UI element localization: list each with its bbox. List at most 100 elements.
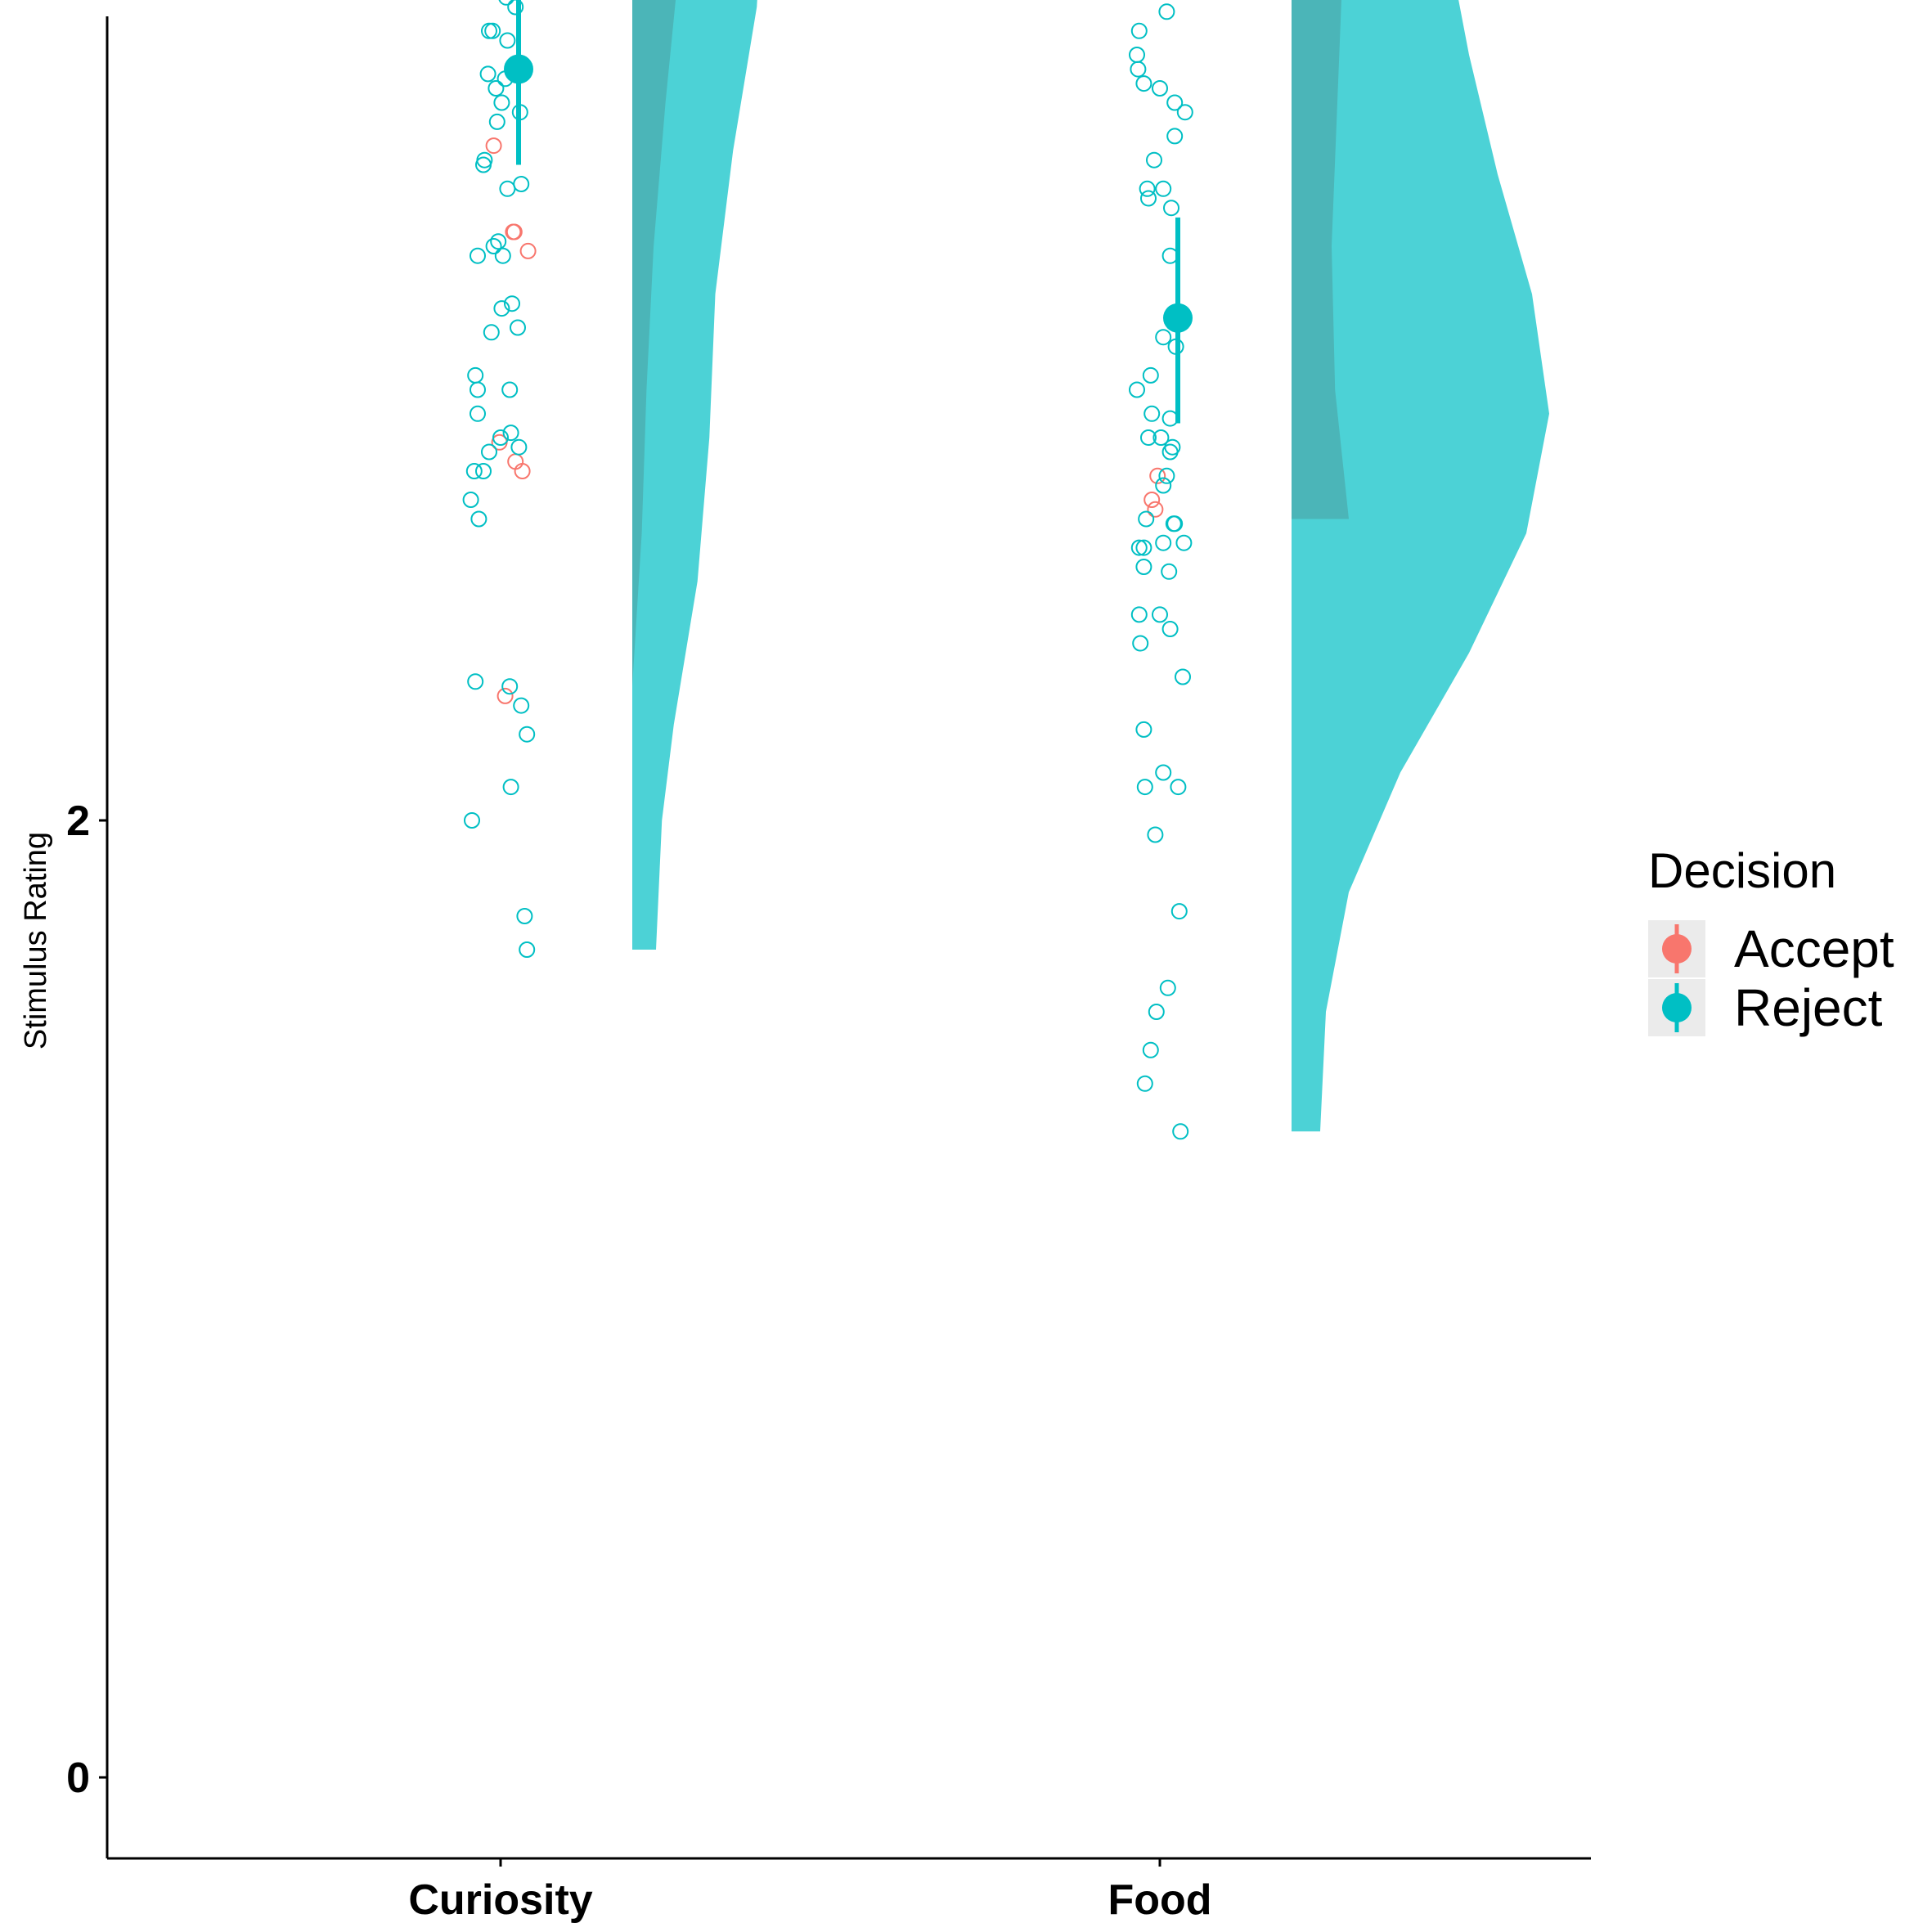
data-point (1142, 1041, 1159, 1058)
data-point (1142, 366, 1159, 384)
data-point (1135, 559, 1152, 575)
data-point (1130, 539, 1148, 556)
data-point (470, 247, 486, 264)
y-ticks: 0246 (66, 798, 107, 1802)
data-point (476, 151, 493, 168)
data-point (1166, 515, 1184, 532)
data-point (485, 137, 502, 155)
data-point (481, 443, 497, 461)
data-point (499, 180, 516, 197)
data-point (1135, 539, 1152, 556)
data-point (1136, 1075, 1153, 1092)
data-point (1155, 534, 1172, 551)
data-point (510, 319, 526, 336)
data-point (1147, 826, 1164, 843)
y-tick-label: 0 (66, 1755, 90, 1802)
x-tick-label: Food (1108, 1876, 1211, 1924)
data-point (1161, 621, 1179, 637)
data-point (490, 233, 507, 250)
data-point (465, 463, 483, 479)
legend-label-accept: Accept (1734, 919, 1894, 978)
legend-key-reject (1662, 993, 1692, 1022)
data-point (481, 22, 497, 39)
data-point (1135, 75, 1152, 92)
jitter-points-layer (462, 0, 1193, 1140)
densities-layer (632, 0, 1549, 1132)
axes-layer (106, 16, 1591, 1860)
data-point (1158, 3, 1175, 20)
data-point (1161, 563, 1178, 580)
data-point (1147, 501, 1164, 518)
mean-point-food-reject (1163, 303, 1193, 333)
data-point (1149, 467, 1166, 484)
data-point (1129, 47, 1145, 63)
data-point (504, 295, 520, 312)
data-point (1136, 779, 1153, 796)
data-point (510, 438, 528, 456)
data-point (501, 381, 519, 398)
data-point (501, 678, 519, 695)
data-point (513, 697, 530, 714)
data-point (1132, 635, 1149, 652)
legend-label-reject: Reject (1734, 978, 1883, 1037)
data-point (485, 238, 502, 254)
data-point (487, 80, 505, 97)
data-point (483, 324, 500, 341)
data-point (475, 463, 492, 479)
data-point (1155, 764, 1172, 781)
data-point (499, 32, 516, 49)
data-point (1143, 405, 1161, 422)
data-point (1148, 1004, 1165, 1020)
data-point (1140, 190, 1157, 207)
data-point (1163, 200, 1179, 217)
data-point (470, 510, 487, 528)
data-point (470, 405, 486, 422)
data-point (1129, 381, 1145, 398)
data-point (1161, 443, 1179, 461)
data-point (1161, 410, 1179, 427)
data-point (1143, 492, 1161, 508)
data-point (1130, 606, 1148, 623)
data-point (502, 779, 519, 796)
mean-point-curiosity-reject (504, 54, 533, 84)
data-point (494, 247, 511, 264)
x-ticks: Curiosity Food (408, 1858, 1212, 1924)
data-point (1166, 94, 1184, 111)
y-axis-title: Stimulus Rating (19, 832, 53, 1049)
data-point (1155, 180, 1172, 197)
data-point (1152, 606, 1168, 623)
data-point (493, 94, 510, 111)
y-tick-label: 2 (66, 798, 90, 845)
data-point (498, 0, 514, 6)
data-point (507, 0, 524, 16)
density-curiosity-reject (632, 0, 757, 950)
data-point (1152, 80, 1168, 97)
data-point (1130, 22, 1148, 39)
density-food-reject (1292, 0, 1549, 1132)
data-point (513, 176, 530, 192)
data-point (1176, 104, 1193, 121)
data-point (462, 492, 479, 508)
legend-key-accept (1662, 934, 1692, 964)
data-point (519, 726, 536, 743)
means-layer (504, 0, 1193, 424)
data-point (505, 223, 523, 240)
data-point (1155, 477, 1172, 494)
data-point (488, 113, 505, 130)
data-point (1140, 429, 1157, 446)
data-point (519, 242, 537, 259)
data-point (496, 687, 514, 704)
data-point (1138, 510, 1155, 528)
data-point (484, 22, 501, 39)
data-point (1130, 61, 1147, 78)
data-point (464, 812, 480, 829)
data-point (1146, 151, 1162, 168)
data-point (1152, 429, 1170, 446)
data-point (1159, 979, 1176, 996)
data-point (467, 366, 484, 384)
data-point (1166, 128, 1184, 145)
data-point (516, 908, 533, 924)
data-point (470, 381, 486, 398)
